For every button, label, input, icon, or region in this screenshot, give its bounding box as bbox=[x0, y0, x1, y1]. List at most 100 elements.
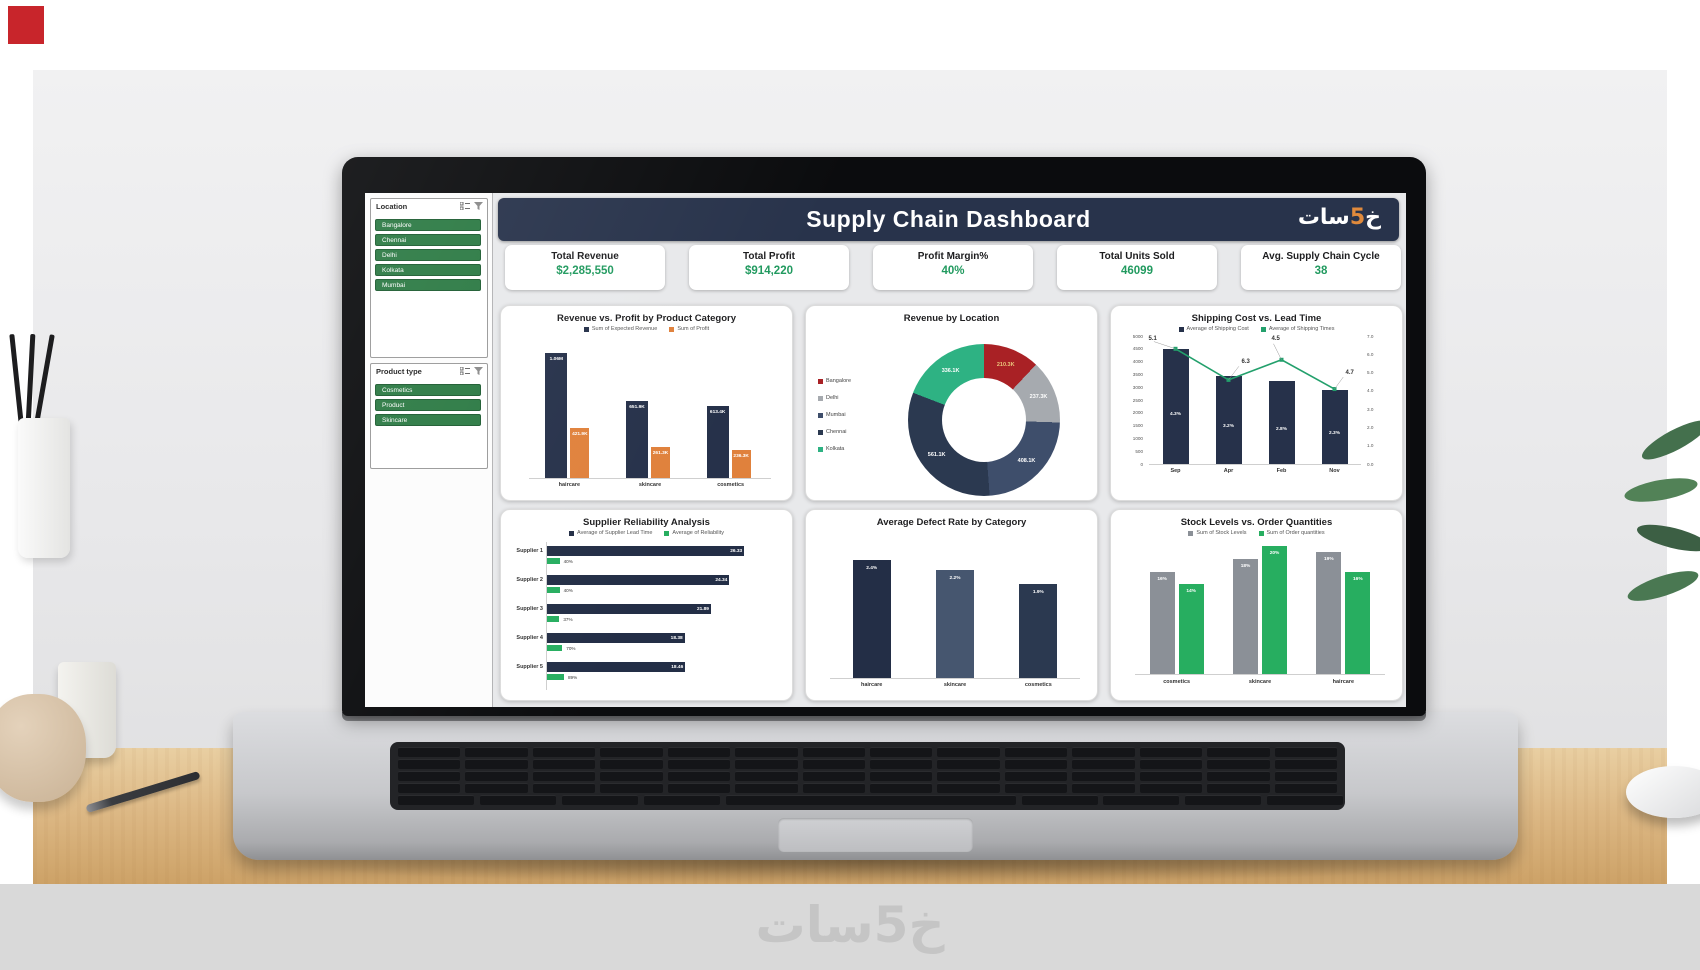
bar-value-label: 2.4% bbox=[866, 565, 878, 571]
bar-value-label: 236.3K bbox=[733, 454, 749, 460]
legend-entry: Sum of Order quantities bbox=[1258, 530, 1325, 536]
chart-title: Average Defect Rate by Category bbox=[876, 517, 1027, 528]
keyboard-row bbox=[398, 795, 1344, 805]
slicer-item-chennai[interactable]: Chennai bbox=[375, 234, 481, 246]
keyboard-key bbox=[870, 771, 933, 781]
reliability-label: 70% bbox=[566, 645, 576, 651]
x-axis bbox=[1149, 464, 1361, 465]
reliability-bar bbox=[547, 645, 563, 651]
chart-body: Supplier 1 26.33 40% Supplier 2 24.34 40% Supp… bbox=[501, 510, 792, 700]
dashboard-header: Supply Chain Dashboard خ5سات bbox=[498, 198, 1399, 241]
chart-bar bbox=[1316, 552, 1342, 674]
slicer-item-mumbai[interactable]: Mumbai bbox=[375, 279, 481, 291]
plant bbox=[1622, 413, 1700, 640]
slicer-item-delhi[interactable]: Delhi bbox=[375, 249, 481, 261]
chart-bar bbox=[706, 405, 729, 478]
keyboard-key bbox=[870, 759, 933, 769]
chart-defect-rate-by-category: Average Defect Rate by Category 2.4% hair… bbox=[805, 509, 1098, 701]
keyboard-key bbox=[1274, 771, 1337, 781]
y-axis-tick-left: 4000 bbox=[1132, 359, 1143, 365]
y-axis-tick-right: 4.0 bbox=[1367, 388, 1374, 394]
clear-filter-icon[interactable] bbox=[474, 202, 483, 210]
keyboard-key bbox=[1139, 783, 1203, 793]
chart-title: Revenue vs. Profit by Product Category bbox=[557, 313, 736, 324]
bar-value-label: 421.9K bbox=[572, 432, 588, 438]
keyboard-key bbox=[532, 783, 596, 793]
multiselect-icon[interactable] bbox=[460, 367, 470, 375]
x-axis bbox=[830, 678, 1080, 679]
chart-legend: Average of Supplier Lead Time Average of … bbox=[501, 530, 792, 536]
bar-value-label: 20% bbox=[1269, 551, 1280, 556]
donut-segment-label: 237.3K bbox=[1029, 394, 1048, 401]
legend-entry: Sum of Stock Levels bbox=[1188, 530, 1247, 536]
legend-entry: Bangalore bbox=[818, 378, 851, 384]
slicer-item-kolkata[interactable]: Kolkata bbox=[375, 264, 481, 276]
slicer-item-product[interactable]: Product bbox=[375, 399, 481, 411]
chart-shipping-cost-vs-lead-time: Shipping Cost vs. Lead Time Average of S… bbox=[1110, 305, 1403, 501]
clear-filter-icon[interactable] bbox=[474, 367, 483, 375]
legend-label: Mumbai bbox=[826, 412, 846, 418]
keyboard-key bbox=[735, 771, 798, 781]
keyboard-key bbox=[643, 795, 720, 805]
y-axis-tick-right: 0.0 bbox=[1367, 461, 1374, 467]
slicer-item-bangalore[interactable]: Bangalore bbox=[375, 219, 481, 231]
legend-entry: Average of Shipping Cost bbox=[1178, 326, 1249, 332]
chart-body: 16% 14% cosmetics 18% 20% skincare 19% 16% hairc… bbox=[1111, 510, 1402, 700]
legend-label: Average of Shipping Cost bbox=[1186, 326, 1249, 332]
bar-value-label: 4.3% bbox=[1170, 412, 1181, 418]
svg-text:4.7: 4.7 bbox=[1346, 370, 1355, 376]
bar-value-label: 651.9K bbox=[629, 404, 645, 410]
keyboard-key bbox=[1004, 771, 1068, 781]
chart-bar bbox=[1019, 584, 1058, 678]
keyboard-key bbox=[1185, 795, 1262, 805]
keyboard-key bbox=[1207, 783, 1270, 793]
reliability-label: 89% bbox=[568, 674, 578, 680]
x-axis bbox=[1135, 674, 1385, 675]
keyboard-key bbox=[465, 783, 528, 793]
legend-swatch bbox=[583, 326, 589, 332]
keyboard-key bbox=[802, 771, 865, 781]
keyboard-key bbox=[532, 771, 596, 781]
slicer-product-type: Product type Cosmetics Product Skincare bbox=[370, 363, 488, 469]
lead-time-bar bbox=[547, 662, 686, 672]
donut-segment-label: 561.1K bbox=[927, 452, 946, 459]
keyboard-key bbox=[1207, 771, 1270, 781]
chart-body: 210.3K 237.3K 408.1K 561.1K 336.1K Bangalore D… bbox=[806, 306, 1097, 500]
chart-body: 2.4% haircare 2.2% skincare 1.9% cosmetics bbox=[806, 510, 1097, 700]
bar-value-label: 2.3% bbox=[1329, 430, 1340, 436]
keyboard-key bbox=[398, 759, 461, 769]
keyboard-key bbox=[1004, 759, 1068, 769]
chart-bar bbox=[1149, 571, 1175, 674]
chart-bar bbox=[852, 559, 891, 678]
keyboard-key bbox=[735, 747, 798, 757]
legend-swatch bbox=[818, 412, 823, 418]
bar-value-label: 3.2% bbox=[1223, 424, 1234, 430]
keyboard-key bbox=[870, 747, 933, 757]
slicer-icons bbox=[460, 202, 483, 210]
bar-value-label: 613.4K bbox=[709, 409, 726, 415]
kpi-card: Total Profit $914,220 bbox=[689, 245, 849, 290]
keyboard-key bbox=[1072, 759, 1135, 769]
computer-mouse bbox=[1626, 766, 1700, 818]
chart-bar bbox=[545, 352, 568, 478]
keyboard-key bbox=[465, 771, 528, 781]
slicer-item-skincare[interactable]: Skincare bbox=[375, 414, 481, 426]
svg-text:6.3: 6.3 bbox=[1242, 359, 1251, 365]
bar-value-label: 18.38 bbox=[670, 635, 683, 641]
bar-value-label: 19% bbox=[1324, 557, 1334, 563]
legend-entry: Mumbai bbox=[818, 412, 846, 418]
keyboard-key bbox=[465, 759, 528, 769]
dashboard-screen: Location Bangalore Chennai Delhi Kolkata Mumb… bbox=[365, 193, 1406, 707]
y-axis-tick-right: 2.0 bbox=[1367, 424, 1374, 430]
keyboard-key bbox=[667, 747, 731, 757]
legend-swatch bbox=[669, 326, 675, 332]
bottom-band bbox=[0, 884, 1700, 970]
supplier-label: Supplier 2 bbox=[516, 577, 543, 583]
lead-time-bar bbox=[547, 546, 745, 556]
multiselect-icon[interactable] bbox=[460, 202, 470, 210]
category-label: cosmetics bbox=[1024, 682, 1052, 688]
chart-title: Stock Levels vs. Order Quantities bbox=[1180, 517, 1333, 528]
legend-entry: Delhi bbox=[818, 395, 839, 401]
slicer-item-cosmetics[interactable]: Cosmetics bbox=[375, 384, 481, 396]
keyboard-key bbox=[1274, 759, 1337, 769]
